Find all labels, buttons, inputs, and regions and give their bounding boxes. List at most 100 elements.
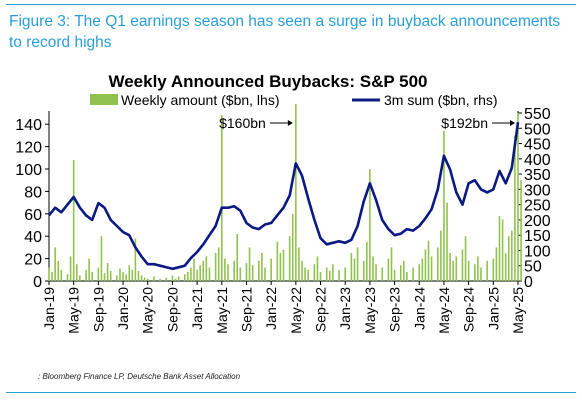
x-tick-label: May-23	[362, 287, 378, 334]
x-tick-label: May-21	[214, 287, 230, 334]
bar	[421, 258, 424, 281]
legend-label-bars: Weekly amount ($bn, lhs)	[121, 92, 279, 108]
bar	[288, 236, 291, 281]
bar-series	[48, 104, 522, 282]
legend-label-line: 3m sum ($bn, rhs)	[384, 92, 498, 108]
bar	[443, 130, 445, 281]
bottom-rule	[6, 392, 576, 393]
bar	[48, 267, 50, 281]
bar	[467, 260, 470, 281]
x-tick-label: Sep-21	[238, 287, 254, 332]
bar	[477, 256, 479, 281]
bar	[304, 267, 306, 281]
x-tick-label: Jan-19	[41, 287, 57, 330]
bar	[134, 238, 137, 281]
x-tick-label: Sep-22	[313, 287, 329, 332]
bar	[57, 260, 60, 281]
x-tick-label: May-20	[140, 287, 156, 334]
bar	[245, 263, 248, 281]
x-tick-label: Jan-25	[485, 287, 501, 330]
bar	[514, 135, 516, 281]
x-tick-label: May-24	[436, 287, 452, 334]
bar	[332, 264, 334, 281]
bar	[202, 260, 205, 281]
bar	[177, 276, 180, 281]
x-tick-label: May-25	[510, 287, 526, 334]
bar	[507, 236, 510, 281]
bar	[69, 256, 72, 281]
x-tick-label: Sep-19	[90, 287, 106, 332]
bar	[75, 264, 78, 281]
bar	[350, 253, 353, 281]
bar	[338, 269, 340, 281]
bar	[224, 258, 226, 281]
bar	[131, 269, 134, 281]
bar	[492, 258, 495, 281]
bar	[344, 267, 347, 281]
y-right-tick-label: 400	[524, 152, 551, 169]
bar	[446, 202, 448, 281]
bar	[362, 260, 365, 281]
axes: 0204060801001201400501001502002503003504…	[15, 106, 551, 334]
bar	[369, 169, 371, 281]
y-left-tick-label: 20	[24, 252, 42, 269]
bar	[301, 260, 303, 281]
y-left-tick-label: 140	[15, 117, 42, 134]
bar	[393, 269, 396, 281]
y-right-tick-label: 50	[524, 259, 542, 276]
bar	[291, 213, 294, 281]
x-tick-label: Jan-21	[189, 287, 205, 330]
bar	[276, 241, 279, 281]
bar	[353, 258, 356, 281]
y-right-tick-label: 200	[524, 213, 551, 230]
annotation-label: $160bn	[219, 115, 266, 131]
bar	[208, 267, 211, 281]
y-right-tick-label: 100	[524, 243, 551, 260]
bar	[264, 267, 266, 281]
bar	[319, 272, 322, 281]
bar	[452, 260, 455, 281]
bar	[440, 230, 442, 281]
bar	[316, 256, 319, 281]
y-left-tick-label: 60	[24, 207, 42, 224]
bar	[270, 258, 272, 281]
bar	[424, 249, 427, 281]
annotation-label: $192bn	[441, 115, 488, 131]
chart-title: Weekly Announced Buybacks: S&P 500	[108, 72, 427, 91]
y-left-tick-label: 40	[24, 229, 42, 246]
bar	[412, 267, 414, 281]
top-rule	[6, 4, 576, 5]
bar	[366, 241, 368, 281]
bar	[116, 275, 118, 281]
y-right-tick-label: 350	[524, 167, 551, 184]
bar	[427, 240, 430, 281]
x-tick-label: Sep-20	[164, 287, 180, 332]
bar	[159, 278, 161, 281]
bar	[227, 264, 229, 281]
bar	[474, 264, 476, 281]
source-note: : Bloomberg Finance LP, Deutsche Bank As…	[38, 372, 241, 381]
bar	[501, 219, 504, 281]
y-left-tick-label: 80	[24, 184, 42, 201]
bar	[137, 270, 140, 281]
line-series	[47, 122, 520, 271]
bar	[100, 236, 103, 281]
bar	[455, 256, 458, 281]
bar	[504, 253, 507, 281]
annotation-arrowhead	[510, 120, 515, 126]
bar	[143, 277, 146, 281]
bar	[91, 272, 93, 281]
bar	[328, 270, 331, 281]
bar	[187, 272, 189, 281]
bar	[171, 275, 174, 281]
bar	[375, 264, 377, 281]
bar	[174, 278, 177, 281]
bar	[193, 258, 195, 281]
bar	[217, 247, 220, 281]
bar	[125, 274, 127, 281]
bar	[390, 247, 393, 281]
bar	[464, 236, 467, 281]
bar	[196, 269, 198, 281]
y-right-tick-label: 150	[524, 228, 551, 245]
